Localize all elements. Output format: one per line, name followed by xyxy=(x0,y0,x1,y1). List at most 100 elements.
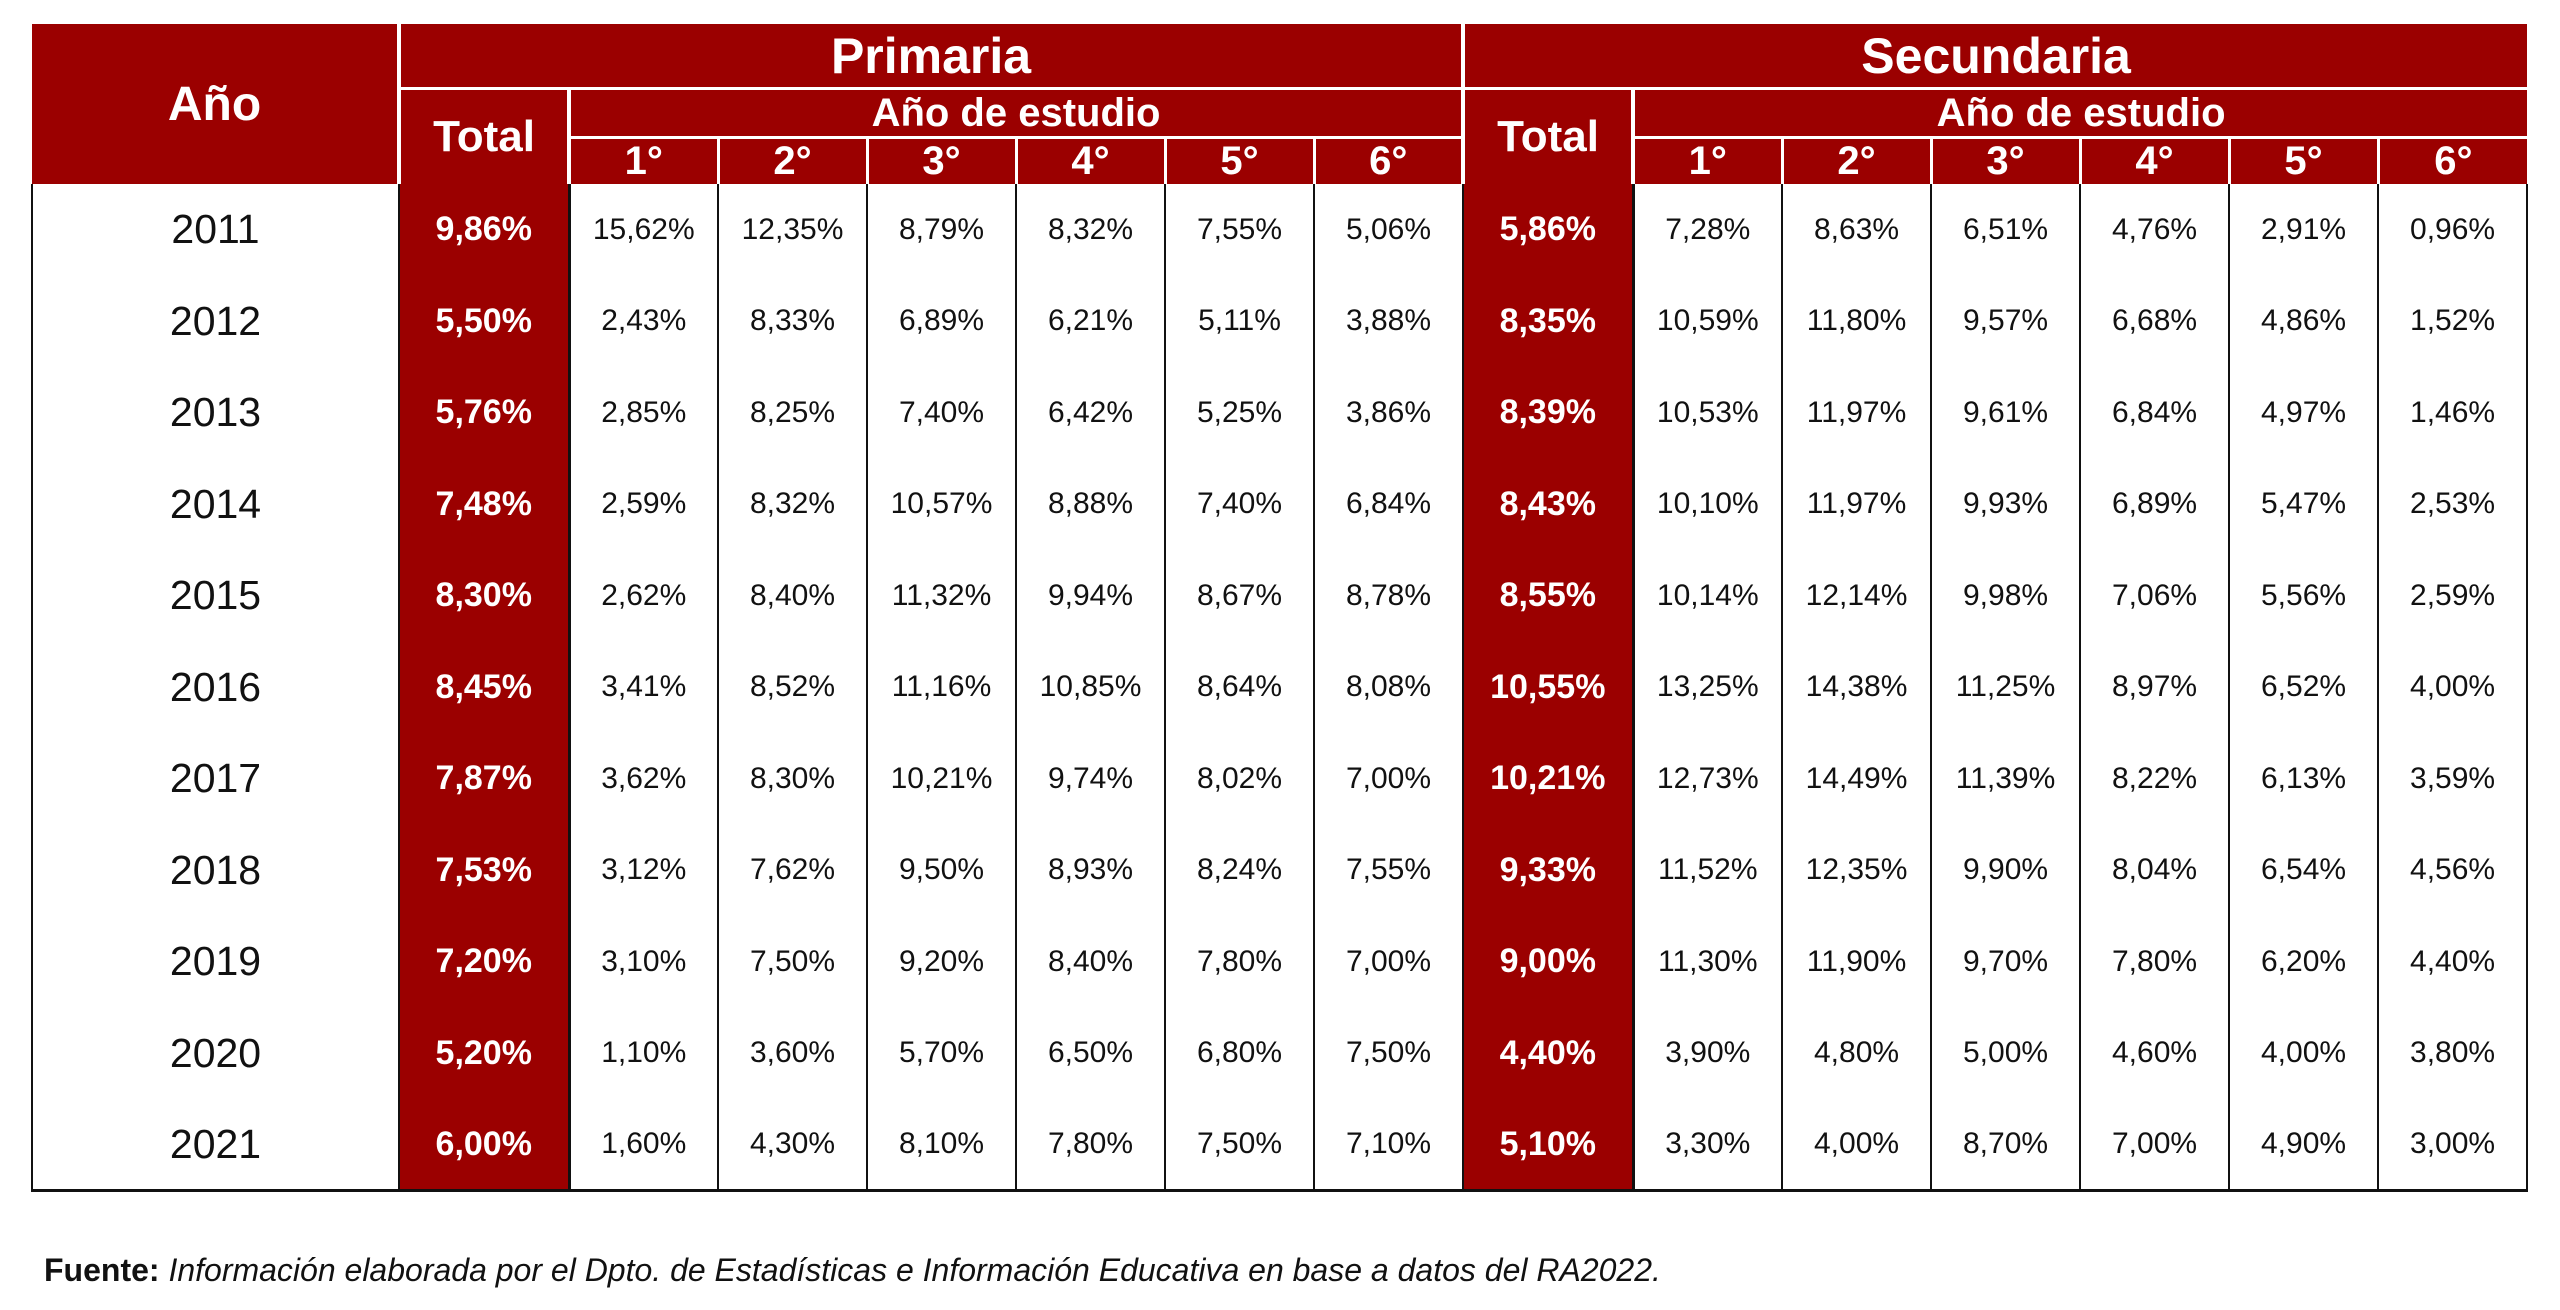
primaria-grade-1-cell: 2,43% xyxy=(569,275,719,367)
primaria-grade-5-cell: 8,67% xyxy=(1165,550,1315,642)
table-row: 2017 7,87% 3,62% 8,30% 10,21% 9,74% 8,02% 7,00%… xyxy=(31,733,2529,825)
table-row: 2020 5,20% 1,10% 3,60% 5,70% 6,50% 6,80% 7,50% 4… xyxy=(31,1007,2529,1099)
primaria-grade-5-cell: 7,80% xyxy=(1165,916,1315,1008)
header-sec-grade-6: 6° xyxy=(2378,137,2528,184)
secundaria-grade-6-cell: 0,96% xyxy=(2378,184,2529,276)
secundaria-grade-5-cell: 2,91% xyxy=(2229,184,2380,276)
year-cell: 2011 xyxy=(31,184,400,276)
primaria-grade-5-cell: 5,11% xyxy=(1165,275,1315,367)
header-sec-grade-3: 3° xyxy=(1931,137,2082,184)
primaria-grade-3-cell: 5,70% xyxy=(867,1007,1017,1099)
secundaria-grade-1-cell: 11,30% xyxy=(1633,916,1784,1008)
table-row: 2013 5,76% 2,85% 8,25% 7,40% 6,42% 5,25% 3,86% 8… xyxy=(31,367,2529,459)
secundaria-grade-5-cell: 4,00% xyxy=(2229,1007,2380,1099)
secundaria-grade-6-cell: 3,00% xyxy=(2378,1099,2529,1192)
header-primaria-anio-estudio: Año de estudio xyxy=(569,88,1466,139)
secundaria-grade-2-cell: 14,49% xyxy=(1782,733,1933,825)
secundaria-grade-6-cell: 1,52% xyxy=(2378,275,2529,367)
primaria-grade-4-cell: 8,88% xyxy=(1016,458,1166,550)
primaria-grade-2-cell: 8,52% xyxy=(718,641,868,733)
secundaria-total-cell: 4,40% xyxy=(1463,1007,1635,1099)
secundaria-grade-2-cell: 11,97% xyxy=(1782,367,1933,459)
secundaria-grade-5-cell: 6,54% xyxy=(2229,824,2380,916)
secundaria-grade-1-cell: 10,53% xyxy=(1633,367,1784,459)
secundaria-grade-2-cell: 8,63% xyxy=(1782,184,1933,276)
secundaria-grade-4-cell: 6,84% xyxy=(2080,367,2231,459)
primaria-grade-2-cell: 8,40% xyxy=(718,550,868,642)
header-sec-grade-1: 1° xyxy=(1633,137,1784,184)
primaria-grade-3-cell: 9,20% xyxy=(867,916,1017,1008)
secundaria-grade-5-cell: 4,90% xyxy=(2229,1099,2380,1192)
header-prim-grade-5: 5° xyxy=(1165,137,1316,184)
primaria-grade-4-cell: 6,21% xyxy=(1016,275,1166,367)
table-body: 2011 9,86% 15,62% 12,35% 8,79% 8,32% 7,55% 5,06… xyxy=(31,184,2529,1192)
primaria-grade-1-cell: 1,10% xyxy=(569,1007,719,1099)
secundaria-grade-4-cell: 7,06% xyxy=(2080,550,2231,642)
secundaria-grade-3-cell: 9,90% xyxy=(1931,824,2082,916)
primaria-grade-1-cell: 3,10% xyxy=(569,916,719,1008)
table-row: 2016 8,45% 3,41% 8,52% 11,16% 10,85% 8,64% 8,08… xyxy=(31,641,2529,733)
secundaria-grade-2-cell: 11,90% xyxy=(1782,916,1933,1008)
primaria-total-cell: 8,30% xyxy=(399,550,571,642)
primaria-grade-1-cell: 3,41% xyxy=(569,641,719,733)
primaria-grade-6-cell: 7,00% xyxy=(1314,733,1465,825)
table-row: 2011 9,86% 15,62% 12,35% 8,79% 8,32% 7,55% 5,06… xyxy=(31,184,2529,276)
header-sec-grade-4: 4° xyxy=(2080,137,2231,184)
secundaria-total-cell: 10,21% xyxy=(1463,733,1635,825)
header-prim-grade-6: 6° xyxy=(1314,137,1466,184)
primaria-grade-1-cell: 3,62% xyxy=(569,733,719,825)
secundaria-grade-4-cell: 8,22% xyxy=(2080,733,2231,825)
primaria-grade-6-cell: 3,86% xyxy=(1314,367,1465,459)
primaria-grade-5-cell: 8,24% xyxy=(1165,824,1315,916)
primaria-total-cell: 8,45% xyxy=(399,641,571,733)
primaria-grade-1-cell: 1,60% xyxy=(569,1099,719,1192)
secundaria-grade-4-cell: 7,00% xyxy=(2080,1099,2231,1192)
secundaria-grade-4-cell: 6,68% xyxy=(2080,275,2231,367)
secundaria-total-cell: 8,43% xyxy=(1463,458,1635,550)
secundaria-grade-4-cell: 8,97% xyxy=(2080,641,2231,733)
secundaria-grade-2-cell: 11,80% xyxy=(1782,275,1933,367)
primaria-grade-4-cell: 9,94% xyxy=(1016,550,1166,642)
primaria-grade-5-cell: 8,64% xyxy=(1165,641,1315,733)
primaria-grade-6-cell: 7,55% xyxy=(1314,824,1465,916)
primaria-total-cell: 5,50% xyxy=(399,275,571,367)
secundaria-grade-1-cell: 10,10% xyxy=(1633,458,1784,550)
header-primaria-total: Total xyxy=(399,88,571,184)
secundaria-grade-3-cell: 11,25% xyxy=(1931,641,2082,733)
header-secundaria-anio-estudio: Año de estudio xyxy=(1633,88,2528,139)
secundaria-grade-4-cell: 6,89% xyxy=(2080,458,2231,550)
secundaria-grade-4-cell: 8,04% xyxy=(2080,824,2231,916)
primaria-grade-6-cell: 5,06% xyxy=(1314,184,1465,276)
table-row: 2021 6,00% 1,60% 4,30% 8,10% 7,80% 7,50% 7,10% 5… xyxy=(31,1099,2529,1192)
primaria-total-cell: 5,20% xyxy=(399,1007,571,1099)
primaria-grade-6-cell: 6,84% xyxy=(1314,458,1465,550)
header-sec-grade-2: 2° xyxy=(1782,137,1933,184)
primaria-grade-1-cell: 2,62% xyxy=(569,550,719,642)
header-prim-grade-2: 2° xyxy=(718,137,869,184)
secundaria-grade-4-cell: 7,80% xyxy=(2080,916,2231,1008)
secundaria-grade-5-cell: 6,13% xyxy=(2229,733,2380,825)
primaria-grade-4-cell: 8,32% xyxy=(1016,184,1166,276)
year-cell: 2012 xyxy=(31,275,400,367)
primaria-grade-3-cell: 10,21% xyxy=(867,733,1017,825)
header-prim-grade-3: 3° xyxy=(867,137,1018,184)
year-cell: 2013 xyxy=(31,367,400,459)
secundaria-grade-6-cell: 2,59% xyxy=(2378,550,2529,642)
secundaria-grade-5-cell: 5,56% xyxy=(2229,550,2380,642)
secundaria-total-cell: 5,10% xyxy=(1463,1099,1635,1192)
secundaria-grade-1-cell: 3,30% xyxy=(1633,1099,1784,1192)
secundaria-grade-6-cell: 3,80% xyxy=(2378,1007,2529,1099)
table-row: 2012 5,50% 2,43% 8,33% 6,89% 6,21% 5,11% 3,88% 8… xyxy=(31,275,2529,367)
primaria-grade-4-cell: 9,74% xyxy=(1016,733,1166,825)
secundaria-grade-2-cell: 4,00% xyxy=(1782,1099,1933,1192)
primaria-grade-4-cell: 7,80% xyxy=(1016,1099,1166,1192)
secundaria-grade-5-cell: 4,97% xyxy=(2229,367,2380,459)
secundaria-total-cell: 5,86% xyxy=(1463,184,1635,276)
header-secundaria: Secundaria xyxy=(1463,24,2528,90)
year-cell: 2016 xyxy=(31,641,400,733)
secundaria-grade-1-cell: 12,73% xyxy=(1633,733,1784,825)
secundaria-grade-3-cell: 6,51% xyxy=(1931,184,2082,276)
primaria-grade-5-cell: 6,80% xyxy=(1165,1007,1315,1099)
secundaria-grade-5-cell: 6,52% xyxy=(2229,641,2380,733)
primaria-grade-2-cell: 8,33% xyxy=(718,275,868,367)
